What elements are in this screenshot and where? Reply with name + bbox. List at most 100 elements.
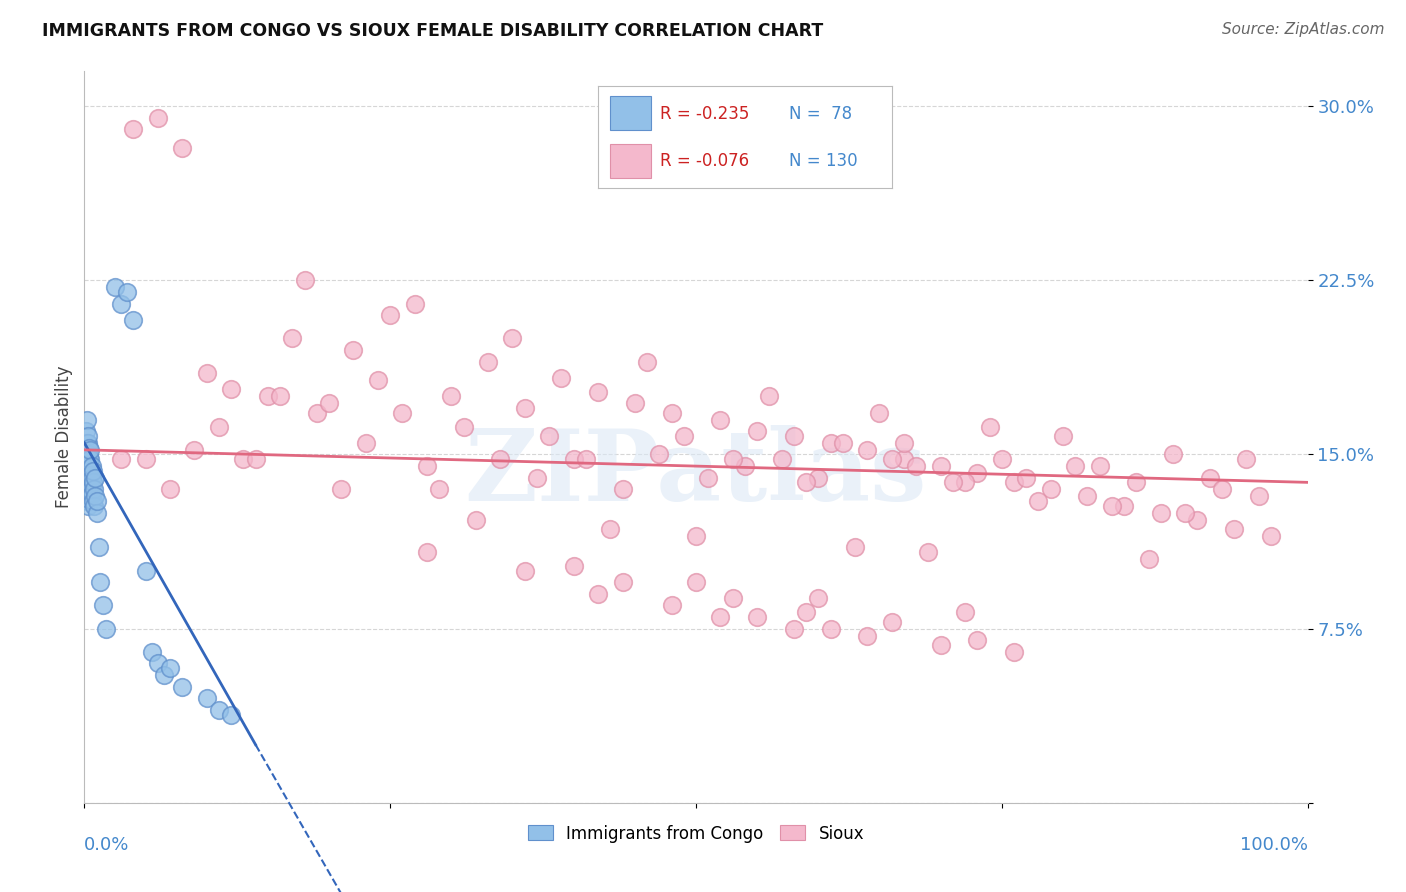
Point: [76, 480, 98, 494]
Point: [208, 419, 231, 434]
Text: 100.0%: 100.0%: [1240, 836, 1308, 854]
Point: [807, 591, 830, 606]
Point: [245, 452, 267, 467]
Point: [77, 475, 100, 490]
Point: [1002, 475, 1025, 490]
Point: [648, 448, 671, 462]
Point: [416, 459, 439, 474]
Point: [685, 575, 707, 590]
Point: [122, 122, 145, 136]
Point: [844, 541, 866, 555]
Point: [83, 499, 105, 513]
Point: [820, 622, 842, 636]
Point: [146, 657, 169, 671]
Point: [513, 564, 536, 578]
Point: [612, 575, 634, 590]
Point: [79, 442, 101, 457]
Point: [758, 389, 780, 403]
Point: [82, 464, 104, 478]
Point: [624, 396, 647, 410]
Point: [75, 424, 97, 438]
Point: [905, 459, 928, 474]
Point: [89, 575, 111, 590]
Point: [783, 429, 806, 443]
Point: [83, 483, 105, 497]
Point: [77, 436, 100, 450]
Point: [115, 285, 138, 299]
Point: [79, 483, 101, 497]
Point: [953, 475, 976, 490]
Point: [141, 645, 163, 659]
Point: [869, 406, 891, 420]
Point: [942, 475, 965, 490]
Point: [86, 506, 108, 520]
Point: [893, 436, 915, 450]
Point: [1198, 471, 1220, 485]
Point: [195, 691, 218, 706]
Text: IMMIGRANTS FROM CONGO VS SIOUX FEMALE DISABILITY CORRELATION CHART: IMMIGRANTS FROM CONGO VS SIOUX FEMALE DI…: [42, 22, 824, 40]
Point: [1174, 506, 1197, 520]
Point: [294, 273, 316, 287]
Point: [153, 668, 176, 682]
Point: [219, 707, 242, 722]
Point: [380, 308, 402, 322]
Point: [1247, 489, 1270, 503]
Point: [195, 366, 218, 380]
Point: [1101, 499, 1123, 513]
Point: [77, 487, 100, 501]
Y-axis label: Female Disability: Female Disability: [55, 366, 73, 508]
Point: [77, 480, 100, 494]
Point: [75, 457, 97, 471]
Point: [208, 703, 231, 717]
Point: [146, 111, 169, 125]
Point: [562, 452, 585, 467]
Point: [77, 477, 100, 491]
Point: [269, 389, 291, 403]
Point: [110, 452, 132, 467]
Point: [721, 591, 744, 606]
Point: [917, 545, 939, 559]
Point: [159, 661, 181, 675]
Point: [1137, 552, 1160, 566]
Point: [110, 296, 132, 310]
Point: [84, 471, 107, 485]
Point: [562, 558, 585, 573]
Point: [159, 483, 181, 497]
Point: [1161, 448, 1184, 462]
Point: [281, 331, 304, 345]
Text: Source: ZipAtlas.com: Source: ZipAtlas.com: [1222, 22, 1385, 37]
Point: [747, 610, 769, 624]
Point: [966, 466, 988, 480]
Point: [1150, 506, 1173, 520]
Point: [783, 622, 806, 636]
Point: [77, 452, 100, 467]
Point: [880, 615, 903, 629]
Point: [856, 629, 879, 643]
Point: [404, 296, 426, 310]
Point: [685, 529, 707, 543]
Point: [489, 452, 512, 467]
Point: [75, 483, 97, 497]
Point: [76, 494, 98, 508]
Point: [453, 419, 475, 434]
Point: [586, 384, 609, 399]
Point: [709, 412, 731, 426]
Point: [979, 419, 1001, 434]
Point: [77, 429, 100, 443]
Point: [502, 331, 524, 345]
Point: [893, 452, 915, 467]
Point: [76, 464, 98, 478]
Point: [586, 587, 609, 601]
Point: [1260, 529, 1282, 543]
Point: [1076, 489, 1098, 503]
Point: [77, 464, 100, 478]
Point: [318, 396, 340, 410]
Point: [76, 466, 98, 480]
Point: [84, 489, 107, 503]
Point: [76, 457, 98, 471]
Point: [77, 491, 100, 506]
Point: [77, 441, 100, 455]
Point: [80, 480, 103, 494]
Point: [86, 494, 108, 508]
Point: [80, 487, 103, 501]
